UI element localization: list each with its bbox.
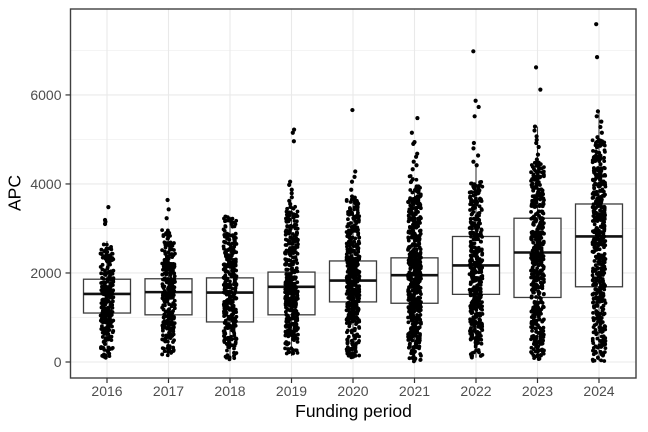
jitter-points-2017 [160, 197, 177, 358]
jitter-points-2018 [221, 214, 239, 362]
x-tick-label: 2018 [214, 383, 245, 399]
x-tick-label: 2023 [522, 383, 553, 399]
y-tick-label: 6000 [30, 87, 61, 103]
x-tick-label: 2016 [91, 383, 122, 399]
jitter-points-2019 [283, 127, 300, 356]
y-axis-title: APC [4, 175, 25, 211]
y-tick-label: 4000 [30, 176, 61, 192]
x-tick-label: 2020 [337, 383, 368, 399]
x-tick-label: 2017 [153, 383, 184, 399]
jitter-points-2021 [406, 115, 423, 364]
x-axis-title: Funding period [295, 401, 412, 421]
jitter-points-2016 [98, 205, 116, 360]
x-tick-label: 2021 [399, 383, 430, 399]
axes: 0 2000 4000 6000 2016 2017 2018 2019 2020 2021 202… [30, 87, 614, 399]
x-tick-label: 2024 [583, 383, 614, 399]
x-tick-label: 2019 [276, 383, 307, 399]
y-tick-label: 0 [54, 354, 62, 370]
jitter-points-2024 [590, 22, 608, 363]
jitter-points-2020 [344, 107, 362, 360]
jitter-points-2022 [467, 49, 485, 360]
jitter-points-2023 [529, 65, 546, 362]
x-tick-label: 2022 [460, 383, 491, 399]
y-tick-label: 2000 [30, 265, 61, 281]
